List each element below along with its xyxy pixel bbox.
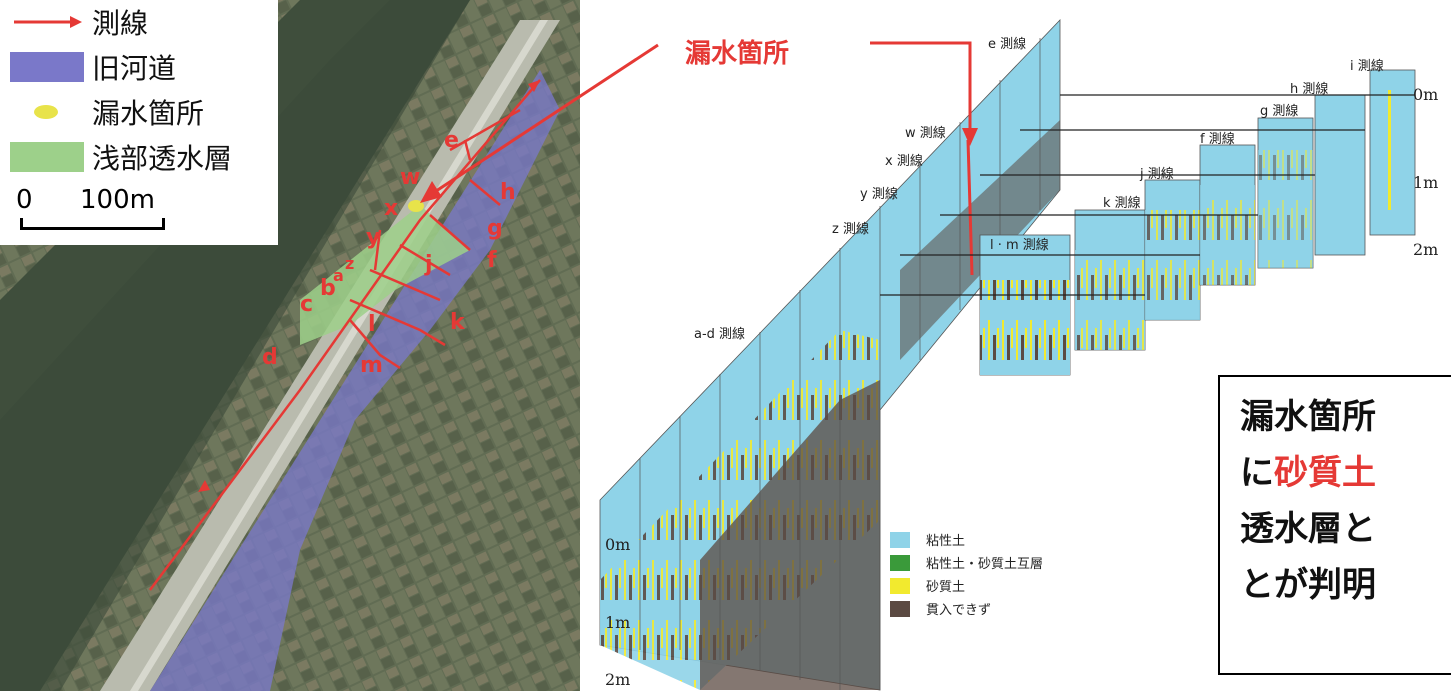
line-label-y: y 測線 [860,183,898,202]
line-label-z: z 測線 [832,218,869,237]
map-label-j: j [425,252,433,277]
legend-item-old-channel: 旧河道 [10,47,176,87]
depth-label-0m-left: 0m [605,535,630,554]
leak-dot-icon [10,97,84,127]
clay-swatch [890,532,910,548]
map-label-x: x [384,196,398,221]
soil-legend: 粘性土 粘性土・砂質土互層 砂質土 貫入できず [890,528,1043,620]
soil-legend-item-clay: 粘性土 [890,528,1043,551]
line-label-w: w 測線 [905,122,946,141]
soil-legend-item-interbedded: 粘性土・砂質土互層 [890,551,1043,574]
line-label-ad: a-d 測線 [694,323,745,342]
result-text-box: 漏水箇所 に砂質土 透水層と とが判明 [1218,375,1451,675]
map-legend: 測線 旧河道 漏水箇所 浅部透水層 0 100m [0,0,278,245]
depth-label-0m-right: 0m [1413,85,1438,104]
depth-label-1m-right: 1m [1413,173,1438,192]
scale-end-label: 100m [80,185,155,215]
fence-panel-h [1315,95,1365,255]
line-label-j: j 測線 [1140,163,1174,182]
fence-panel-j [1145,180,1200,320]
legend-item-survey-line: 測線 [10,2,148,42]
soil-legend-item-sand: 砂質土 [890,574,1043,597]
line-label-x: x 測線 [885,150,923,169]
result-line-1: 漏水箇所 [1240,389,1451,445]
result-line-4: とが判明 [1240,557,1451,613]
map-label-a: a [333,266,344,285]
soil-legend-item-refusal: 貫入できず [890,597,1043,620]
fence-panel-g [1258,118,1313,268]
result-line-3: 透水層と [1240,501,1451,557]
map-label-z: z [345,254,354,273]
map-label-l: l [368,312,376,337]
depth-label-1m-left: 1m [605,613,630,632]
map-label-d: d [262,345,278,370]
fence-panel-lm [980,235,1070,375]
map-label-c: c [300,292,313,317]
map-label-y: y [366,225,380,250]
old-channel-swatch [10,52,84,82]
permeable-layer-swatch [10,142,84,172]
line-label-i: i 測線 [1350,55,1384,74]
map-label-m: m [360,353,383,378]
fence-panel-k [1075,210,1145,350]
line-label-g: g 測線 [1260,100,1298,119]
refusal-swatch [890,601,910,617]
scale-line [20,218,165,230]
sand-swatch [890,578,910,594]
arrow-icon [10,7,84,37]
depth-label-2m-right: 2m [1413,240,1438,259]
line-label-lm: l · m 測線 [990,234,1049,253]
result-line-2: に砂質土 [1240,445,1451,501]
depth-label-2m-left: 2m [605,670,630,689]
leak-callout-label: 漏水箇所 [685,33,789,70]
result-highlight: 砂質土 [1274,453,1376,493]
map-label-k: k [450,310,465,335]
line-label-h: h 測線 [1290,78,1328,97]
legend-item-leak-point: 漏水箇所 [10,92,204,132]
line-label-e: e 測線 [988,33,1026,52]
line-label-k: k 測線 [1103,192,1141,211]
map-label-f: f [487,248,497,273]
leak-callout-arrow [410,35,670,235]
scale-start-label: 0 [16,185,33,215]
scale-bar: 0 100m [10,185,160,235]
legend-item-permeable-layer: 浅部透水層 [10,137,232,177]
interbedded-swatch [890,555,910,571]
line-label-f: f 測線 [1200,128,1235,147]
